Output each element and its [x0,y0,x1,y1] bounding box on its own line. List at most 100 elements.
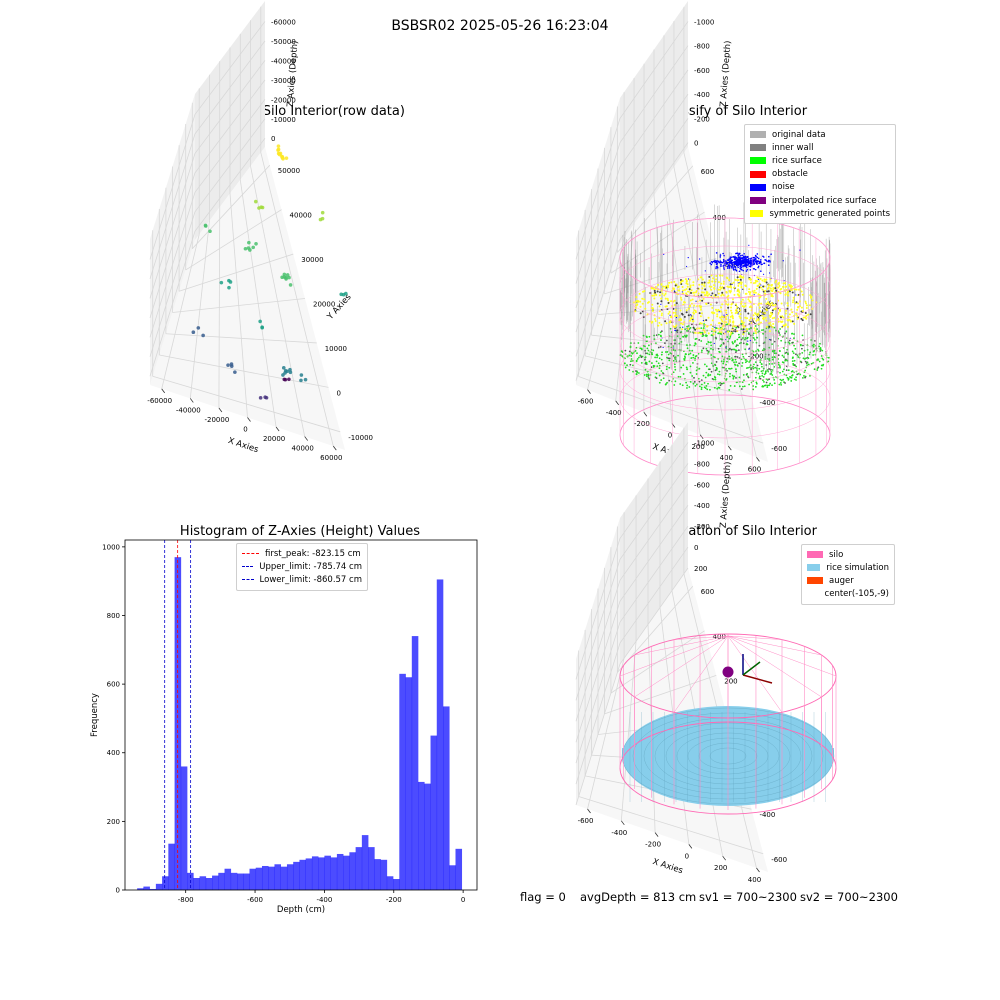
rice-surface-point [728,355,731,358]
rice-surface-point [785,369,788,372]
symmetric-point [728,290,731,293]
rice-surface-point [752,350,755,353]
scatter-point [288,370,293,375]
rice-surface-point [687,353,690,356]
rice-surface-point [804,360,807,363]
rice-surface-point [763,381,765,383]
symmetric-point [727,294,730,297]
rice-surface-point [704,376,707,379]
symmetric-point [658,321,661,324]
symmetric-point [772,288,775,291]
symmetric-point [660,297,663,300]
rice-surface-point [704,387,707,390]
rice-surface-point [741,337,744,339]
rice-surface-point [644,352,647,355]
rice-surface-point [667,353,670,356]
symmetric-point [784,324,787,327]
rice-surface-point [762,385,765,388]
noise-point [737,254,739,256]
symmetric-point [651,306,654,309]
symmetric-point [692,320,695,323]
symmetric-point [805,304,808,307]
rice-surface-point [693,344,696,347]
symmetric-point [758,306,761,309]
symmetric-point [674,308,677,311]
rice-surface-point [644,358,646,361]
symmetric-point [775,279,778,282]
grid-line [575,45,689,284]
noise-point [736,262,738,264]
noise-point [673,290,676,292]
rice-surface-point [793,337,795,340]
symmetric-point [748,319,751,322]
rice-surface-point [779,365,781,367]
rice-surface-point [657,333,660,336]
rice-surface-point [640,356,643,359]
grid-line [575,504,689,743]
grid-line [575,442,689,680]
rice-surface-point [719,338,722,340]
noise-point [739,263,741,266]
histogram-bar [274,864,282,890]
symmetric-point [797,302,800,305]
rice-surface-point [658,367,661,370]
symmetric-point [693,304,696,307]
rice-surface-point [702,347,705,350]
symmetric-point [690,292,693,295]
noise-point [729,258,731,260]
legend-line [242,566,254,568]
noise-point [770,253,772,255]
noise-point [752,256,754,259]
scatter-point [233,370,237,374]
symmetric-point [667,286,670,289]
z-tick-label: -20000 [271,96,296,104]
symmetric-point [753,317,756,320]
noise-point [726,259,729,261]
symmetric-point [767,302,770,305]
symmetric-point [663,294,666,297]
symmetric-point [765,302,768,305]
symmetric-point [683,289,686,292]
rice-surface-point [705,385,708,387]
rice-surface-point [715,361,718,363]
symmetric-point [687,327,690,330]
symmetric-point [764,292,767,295]
x-tick-label: -20000 [205,416,230,424]
rice-surface-point [714,336,717,339]
symmetric-point [797,306,800,309]
rice-surface-point [708,368,711,371]
rice-surface-point [733,348,736,351]
rice-surface-point [701,349,703,352]
rice-surface-point [722,362,725,365]
rice-surface-point [709,374,712,376]
rice-surface-point [711,377,714,380]
silo-roof-wire [727,635,783,713]
noise-point [769,338,771,341]
symmetric-point [764,312,767,315]
grid-line [149,137,266,377]
rice-surface-point [752,357,755,359]
symmetric-point [703,331,706,334]
rice-surface-point [773,378,776,381]
symmetric-point [682,292,685,295]
symmetric-point [726,298,729,301]
symmetric-point [681,285,684,288]
symmetric-point [750,278,753,281]
noise-point [730,260,733,263]
rice-surface-point [710,341,712,344]
rice-surface-point [757,372,760,375]
rice-surface-point [698,385,701,388]
noise-point [719,256,722,258]
symmetric-point [779,320,782,323]
symmetric-point [720,287,723,290]
rice-surface-point [714,369,717,372]
symmetric-point [741,321,744,324]
noise-point [734,266,736,268]
grid-line [578,796,764,855]
rice-surface-point [791,374,793,377]
rice-surface-point [799,343,802,346]
flag-text: flag = 0 [520,890,566,904]
noise-point [745,263,747,266]
rice-surface-point [734,358,737,361]
panel4-legend: silo rice simulation auger center(-105,-… [801,544,895,605]
